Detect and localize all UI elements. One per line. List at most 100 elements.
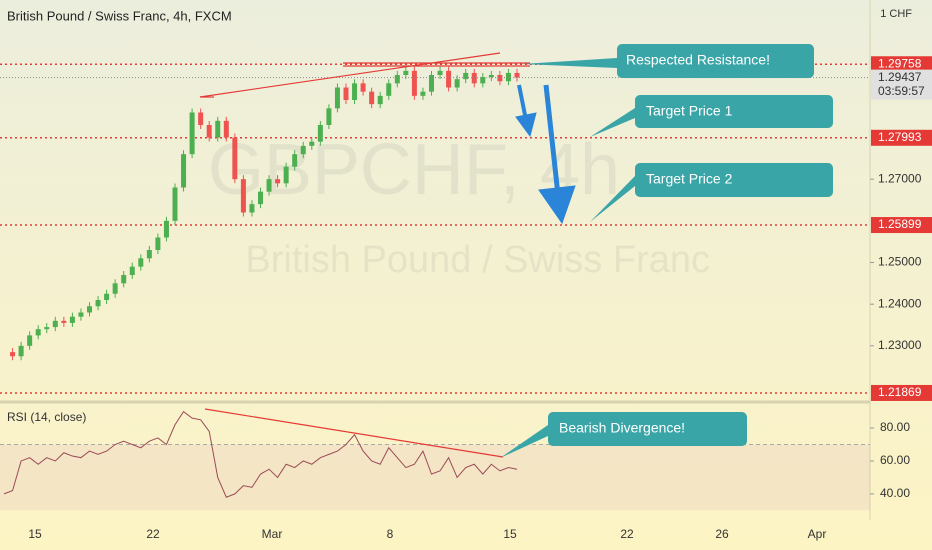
x-tick-label: 15 [28, 527, 42, 541]
candle-body [369, 91, 375, 105]
watermark-name: British Pound / Swiss Franc [245, 239, 710, 281]
rsi-line [3, 410, 518, 498]
annotation: Bearish Divergence! [559, 420, 685, 436]
x-tick-label: 15 [503, 527, 517, 541]
current-price: 1.29437 [878, 70, 922, 84]
candle-body [309, 141, 315, 146]
candle-body [198, 112, 204, 125]
x-tick-label: 22 [146, 527, 160, 541]
candle-body [78, 312, 84, 317]
rsi-tick-label: 60.00 [880, 453, 910, 467]
level-label: 1.27993 [878, 130, 922, 144]
candle-body [146, 250, 152, 259]
candle-body [172, 187, 178, 221]
candle-body [181, 154, 187, 188]
candle-body [275, 179, 281, 184]
candle-body [514, 72, 520, 78]
candle-body [249, 204, 255, 213]
level-label-bg [871, 217, 932, 234]
candle-body [446, 70, 452, 88]
candle-body [334, 87, 340, 109]
rsi-band [0, 444, 870, 511]
candle-body [206, 125, 212, 138]
level-label: 1.29758 [878, 56, 922, 70]
rsi-label: RSI (14, close) [7, 410, 86, 424]
candle-body [480, 77, 486, 84]
candle-body [429, 75, 434, 92]
rsi-tick-label: 40.00 [880, 486, 910, 500]
candle-body [326, 108, 332, 125]
candle-body [266, 179, 272, 192]
candle-body [121, 275, 127, 284]
candle-body [258, 191, 263, 205]
trend-line [199, 52, 501, 98]
candle-body [352, 83, 358, 100]
annotation: Target Price 1 [646, 103, 733, 119]
candle-body [87, 306, 92, 313]
candle-body [44, 327, 50, 330]
annotation: Target Price 2 [646, 171, 733, 187]
candle-body [411, 70, 417, 96]
chart-title: British Pound / Swiss Franc, 4h, FXCM [7, 8, 232, 23]
candle-body [35, 329, 41, 336]
candle-body [488, 75, 494, 78]
callout: Target Price 1 [590, 95, 833, 137]
candle-body [394, 75, 400, 84]
candle-body [155, 237, 161, 250]
candle-body [343, 87, 349, 100]
y-tick-label: 1.24000 [878, 296, 922, 310]
candle-body [18, 345, 24, 357]
y-tick-label: 1.25000 [878, 255, 922, 269]
candle-body [292, 154, 298, 167]
candle-body [104, 293, 110, 300]
candle-body [377, 95, 383, 105]
candle-body [420, 91, 426, 96]
candle-body [27, 335, 33, 346]
axis: 1.23000 1.24000 1.25000 1.27000 80.00 60.00 40… [28, 56, 932, 541]
candle-body [240, 179, 246, 213]
candle-body [223, 120, 229, 138]
callout: Respected Resistance! [522, 44, 814, 78]
candle-body [283, 166, 289, 184]
currency: 1 CHF [880, 8, 912, 20]
candle-body [215, 120, 221, 138]
candle-body [129, 266, 135, 275]
level-label-bg [871, 129, 932, 146]
candle-body [61, 320, 67, 323]
y-tick-label: 1.27000 [878, 171, 922, 185]
candle-body [69, 316, 75, 323]
x-tick-label: Apr [808, 527, 827, 541]
candle-body [112, 283, 118, 294]
candle-body [437, 70, 443, 75]
divergence-line [204, 408, 504, 458]
arrow [515, 84, 576, 225]
level-label-bg [871, 384, 932, 401]
annotation: Respected Resistance! [626, 52, 770, 68]
current-price-bg [871, 69, 932, 100]
candle-body [138, 258, 144, 267]
candle-body [300, 145, 306, 155]
level-label: 1.21869 [878, 385, 922, 399]
y-tick-label: 1.23000 [878, 338, 922, 352]
candle-body [403, 70, 409, 75]
candle-body [386, 83, 392, 96]
callout: Target Price 2 [590, 163, 833, 222]
candle-body [52, 320, 58, 328]
x-tick-label: 8 [387, 527, 394, 541]
candle-body [497, 75, 503, 82]
x-tick-label: 22 [620, 527, 634, 541]
candle-body [454, 79, 460, 88]
candle-body [163, 220, 169, 238]
candle-body [463, 72, 469, 80]
candle-body [10, 352, 16, 357]
candle-body [232, 137, 238, 180]
countdown: 03:59:57 [878, 84, 925, 98]
level-label-bg [871, 56, 932, 73]
candle-body [95, 300, 101, 307]
x-tick-label: 26 [715, 527, 729, 541]
candle-body [505, 72, 511, 82]
x-tick-label: Mar [262, 527, 283, 541]
rsi-tick-label: 80.00 [880, 420, 910, 434]
